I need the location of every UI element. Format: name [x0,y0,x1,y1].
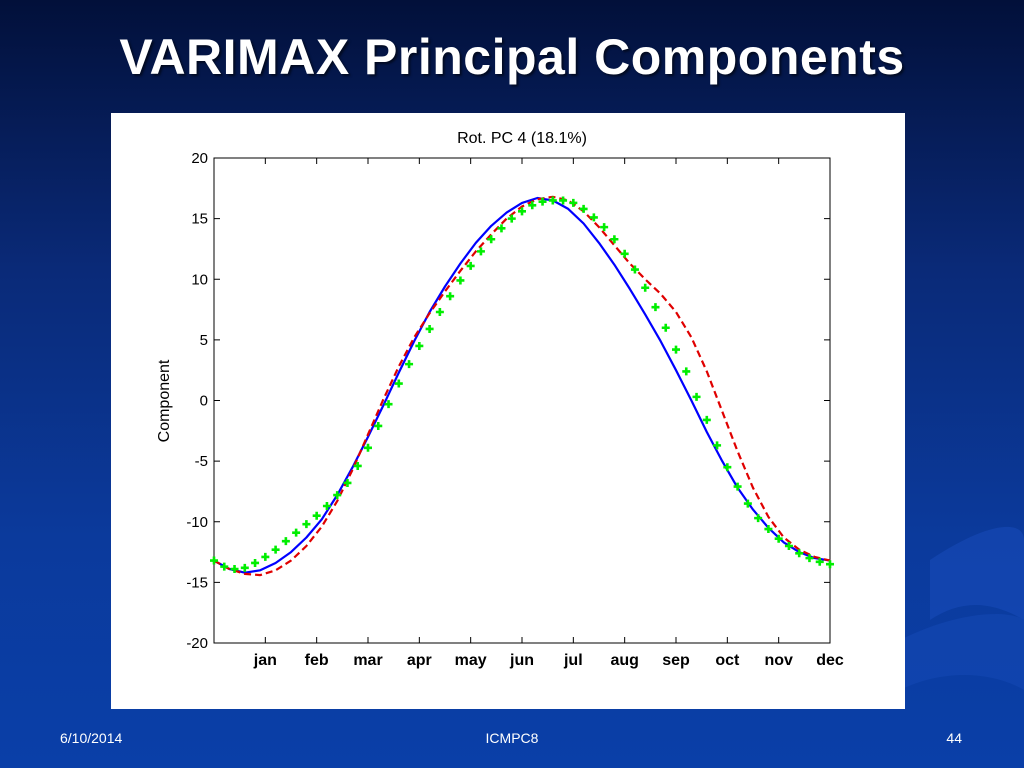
data-point-plus [220,562,229,571]
footer-event: ICMPC8 [485,730,539,746]
plot-frame [213,157,831,644]
data-point-plus [394,379,403,388]
data-point-plus [353,461,362,470]
data-point-plus [805,554,814,563]
data-point-plus [292,528,301,537]
solid-series-line [213,196,831,574]
data-point-plus [620,249,629,258]
data-point-plus [487,235,496,244]
footer-date: 6/10/2014 [60,730,123,746]
data-point-plus [333,491,342,500]
footer-page-number: 44 [946,730,962,746]
data-point-plus [281,537,290,546]
y-tick-label: 10 [191,271,208,288]
data-point-plus [826,560,834,569]
x-tick-label: feb [305,652,329,669]
y-tick-label: 5 [200,332,208,349]
y-tick-label: -5 [195,453,208,470]
data-point-plus [754,514,763,523]
data-point-plus [702,415,711,424]
data-point-plus [497,224,506,233]
data-point-plus [384,400,393,409]
data-point-plus [600,223,609,232]
data-point-plus [425,324,434,333]
y-tick-label: 15 [191,211,208,228]
x-tick-label: dec [816,652,844,669]
data-point-plus [343,478,352,487]
data-point-plus [651,303,660,312]
x-tick-label: jul [563,652,583,669]
data-point-plus [456,276,465,285]
data-point-plus [579,204,588,213]
data-point-plus [364,443,372,452]
data-point-plus [661,323,670,332]
data-point-plus [271,545,280,554]
data-point-plus [784,542,793,550]
dashed-series-line [213,195,831,577]
data-point-plus [723,463,732,472]
data-point-plus [302,520,311,529]
data-point-plus [548,196,557,205]
data-point-plus [692,392,701,401]
data-point-plus [476,247,485,256]
data-point-plus [251,558,260,567]
data-point-plus [589,213,598,222]
data-point-plus [374,421,383,430]
chart: Rot. PC 4 (18.1%) Component -20 -15 -10 -5 0… [156,130,844,669]
data-point-plus [641,283,650,292]
data-point-plus [672,345,680,354]
x-tick-label: sep [662,652,690,669]
data-point-plus [507,214,516,223]
x-tick-label: jan [253,652,277,669]
chart-title: Rot. PC 4 (18.1%) [457,130,587,147]
data-point-plus [446,292,455,301]
data-point-plus [538,197,547,206]
data-point-plus [405,360,414,369]
data-point-plus [569,198,578,207]
data-point-plus [466,261,475,270]
x-tick-label: apr [407,652,432,669]
x-tick-label: mar [353,652,382,669]
data-point-plus [774,534,783,543]
marker-series [210,196,834,574]
data-point-plus [610,235,619,244]
data-point-plus [559,196,568,205]
data-point-plus [815,557,824,566]
data-point-plus [210,556,218,565]
data-point-plus [230,565,239,574]
data-point-plus [435,307,444,316]
y-tick-label: -10 [186,514,208,531]
y-tick-label: 20 [191,150,208,167]
x-tick-label: jun [509,652,534,669]
x-tick-label: may [455,652,487,669]
data-point-plus [518,207,526,216]
x-tick-label: oct [715,652,740,669]
data-point-plus [322,501,331,510]
x-tick-label: nov [764,652,793,669]
figure-panel: Rot. PC 4 (18.1%) Component -20 -15 -10 -5 0… [111,113,905,709]
data-point-plus [713,441,722,450]
data-point-plus [630,265,639,274]
data-point-plus [240,563,249,572]
data-point-plus [312,511,321,520]
y-axis-label: Component [156,359,173,442]
data-point-plus [415,341,424,350]
data-point-plus [528,201,537,210]
y-tick-label: -20 [186,635,208,652]
data-point-plus [764,525,773,534]
data-point-plus [743,499,752,508]
y-tick-label: 0 [200,393,208,410]
data-point-plus [733,482,742,491]
data-point-plus [682,367,691,376]
slide-title: VARIMAX Principal Components [119,29,905,85]
data-point-plus [261,552,270,561]
x-tick-label: aug [610,652,638,669]
data-point-plus [795,549,804,558]
y-tick-label: -15 [186,574,208,591]
